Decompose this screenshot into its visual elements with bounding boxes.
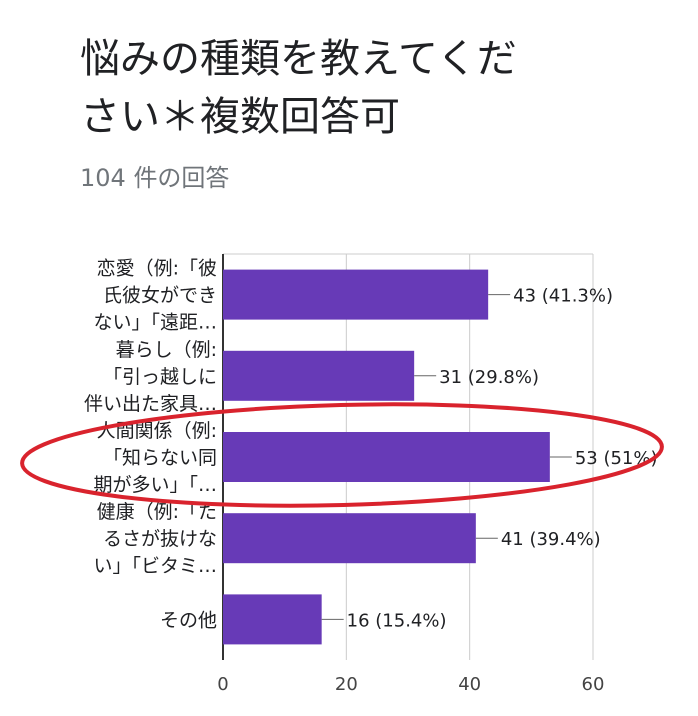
category-label: 「知らない同: [103, 447, 217, 469]
title-block: 悩みの種類を教えてくだ さい＊複数回答可: [80, 30, 680, 146]
bar: [223, 350, 415, 401]
category-label: 恋愛（例:「彼: [97, 258, 217, 280]
highlight-ellipse: [20, 402, 664, 508]
title-line-2: さい＊複数回答可: [80, 94, 400, 140]
data-label: 53 (51%): [575, 448, 658, 469]
category-label: 氏彼女ができ: [103, 285, 217, 307]
category-label: 「引っ越しに: [103, 366, 217, 388]
bar: [223, 269, 489, 320]
category-label: 期が多い」「…: [93, 474, 217, 496]
label-layer: 43 (41.3%) 31 (29.8%) 53 (51%) 41 (39.4%) 16…: [321, 286, 658, 631]
tick-label-layer: 0 20 40 60: [217, 674, 604, 695]
x-tick-label: 0: [217, 674, 228, 695]
highlight-layer: [20, 402, 664, 508]
response-count: 104 件の回答: [80, 164, 230, 192]
x-tick-label: 20: [335, 674, 358, 695]
x-tick-label: 40: [458, 674, 481, 695]
bar: [223, 432, 550, 482]
category-label: 伴い出た家具…: [84, 393, 217, 415]
x-tick-label: 60: [582, 674, 605, 695]
category-label: 人間関係（例:: [97, 420, 217, 442]
category-label: 暮らし（例:: [116, 339, 217, 361]
data-label: 43 (41.3%): [513, 286, 613, 307]
category-label: その他: [160, 609, 217, 631]
category-label: い」「ビタミ…: [93, 555, 217, 577]
data-label: 41 (39.4%): [501, 529, 601, 550]
data-label: 31 (29.8%): [439, 367, 539, 388]
bar-layer: [223, 269, 550, 645]
category-label: るさが抜けな: [103, 528, 217, 550]
data-label: 16 (15.4%): [347, 610, 447, 631]
title-line-1: 悩みの種類を教えてくだ: [80, 36, 517, 82]
bar: [223, 513, 476, 564]
category-label: ない」「遠距…: [93, 312, 217, 334]
form-question-title: 悩みの種類を教えてくだ さい＊複数回答可: [80, 30, 680, 146]
category-label: 健康（例:「た: [97, 501, 217, 523]
bar: [223, 594, 322, 645]
